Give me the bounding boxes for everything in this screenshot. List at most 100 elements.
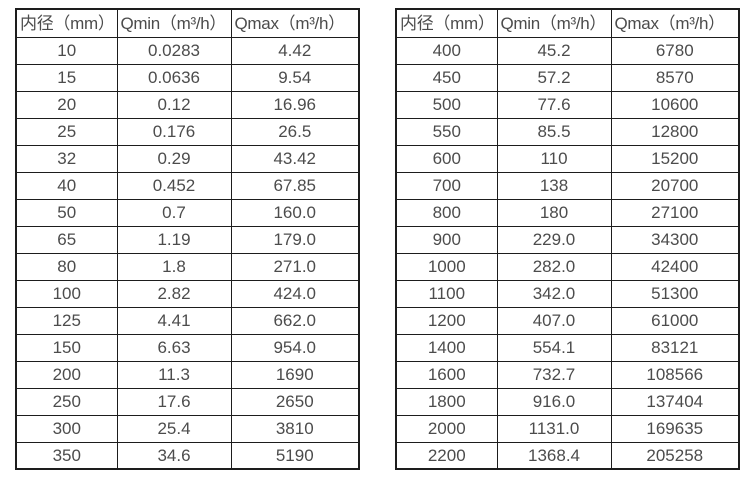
cell: 1690 <box>230 360 360 389</box>
cell: 0.0283 <box>116 36 232 65</box>
table-row: 125 4.41 662.0 <box>15 306 360 335</box>
table-row: 550 85.5 12800 <box>395 117 740 146</box>
table-row: 1200 407.0 61000 <box>395 306 740 335</box>
cell: 34300 <box>610 225 740 254</box>
cell: 0.29 <box>116 144 232 173</box>
cell: 500 <box>395 90 498 119</box>
cell: 42400 <box>610 252 740 281</box>
cell: 424.0 <box>230 279 360 308</box>
table-row: 32 0.29 43.42 <box>15 144 360 173</box>
table-row: 350 34.6 5190 <box>15 441 360 470</box>
cell: 77.6 <box>496 90 612 119</box>
cell: 1600 <box>395 360 498 389</box>
table-row: 40 0.452 67.85 <box>15 171 360 200</box>
table-body: 400 45.2 6780 450 57.2 8570 500 77.6 10600 550 85.… <box>395 36 740 470</box>
cell: 0.452 <box>116 171 232 200</box>
table-row: 500 77.6 10600 <box>395 90 740 119</box>
cell: 271.0 <box>230 252 360 281</box>
cell: 1400 <box>395 333 498 362</box>
cell: 150 <box>15 333 118 362</box>
table-row: 2200 1368.4 205258 <box>395 441 740 470</box>
cell: 34.6 <box>116 441 232 470</box>
cell: 4.41 <box>116 306 232 335</box>
cell: 5190 <box>230 441 360 470</box>
table-row: 250 17.6 2650 <box>15 387 360 416</box>
cell: 4.42 <box>230 36 360 65</box>
cell: 15200 <box>610 144 740 173</box>
cell: 916.0 <box>496 387 612 416</box>
header-row: 内径（mm） Qmin（m³/h） Qmax（m³/h） <box>395 8 740 38</box>
header-row: 内径（mm） Qmin（m³/h） Qmax（m³/h） <box>15 8 360 38</box>
table-row: 1000 282.0 42400 <box>395 252 740 281</box>
cell: 67.85 <box>230 171 360 200</box>
cell: 1800 <box>395 387 498 416</box>
column-header: Qmax（m³/h） <box>230 8 360 38</box>
cell: 407.0 <box>496 306 612 335</box>
cell: 350 <box>15 441 118 470</box>
column-header: 内径（mm） <box>395 8 498 38</box>
cell: 169635 <box>610 414 740 443</box>
cell: 50 <box>15 198 118 227</box>
cell: 25 <box>15 117 118 146</box>
table-row: 80 1.8 271.0 <box>15 252 360 281</box>
cell: 1.8 <box>116 252 232 281</box>
cell: 15 <box>15 63 118 92</box>
column-header: 内径（mm） <box>15 8 118 38</box>
cell: 20700 <box>610 171 740 200</box>
table-row: 800 180 27100 <box>395 198 740 227</box>
cell: 1368.4 <box>496 441 612 470</box>
cell: 2000 <box>395 414 498 443</box>
cell: 6.63 <box>116 333 232 362</box>
cell: 300 <box>15 414 118 443</box>
cell: 900 <box>395 225 498 254</box>
column-header: Qmin（m³/h） <box>496 8 612 38</box>
cell: 43.42 <box>230 144 360 173</box>
cell: 550 <box>395 117 498 146</box>
table-row: 100 2.82 424.0 <box>15 279 360 308</box>
table-row: 1100 342.0 51300 <box>395 279 740 308</box>
cell: 61000 <box>610 306 740 335</box>
cell: 83121 <box>610 333 740 362</box>
cell: 32 <box>15 144 118 173</box>
cell: 137404 <box>610 387 740 416</box>
cell: 6780 <box>610 36 740 65</box>
cell: 20 <box>15 90 118 119</box>
cell: 229.0 <box>496 225 612 254</box>
cell: 0.176 <box>116 117 232 146</box>
table-row: 150 6.63 954.0 <box>15 333 360 362</box>
column-header: Qmin（m³/h） <box>116 8 232 38</box>
cell: 110 <box>496 144 612 173</box>
cell: 282.0 <box>496 252 612 281</box>
cell: 138 <box>496 171 612 200</box>
cell: 40 <box>15 171 118 200</box>
cell: 250 <box>15 387 118 416</box>
table-row: 700 138 20700 <box>395 171 740 200</box>
cell: 16.96 <box>230 90 360 119</box>
cell: 1131.0 <box>496 414 612 443</box>
cell: 9.54 <box>230 63 360 92</box>
cell: 45.2 <box>496 36 612 65</box>
table-row: 1400 554.1 83121 <box>395 333 740 362</box>
cell: 100 <box>15 279 118 308</box>
cell: 8570 <box>610 63 740 92</box>
cell: 200 <box>15 360 118 389</box>
cell: 450 <box>395 63 498 92</box>
cell: 25.4 <box>116 414 232 443</box>
cell: 85.5 <box>496 117 612 146</box>
cell: 2200 <box>395 441 498 470</box>
table-row: 450 57.2 8570 <box>395 63 740 92</box>
table-row: 1800 916.0 137404 <box>395 387 740 416</box>
cell: 1000 <box>395 252 498 281</box>
table-row: 10 0.0283 4.42 <box>15 36 360 65</box>
cell: 0.7 <box>116 198 232 227</box>
cell: 732.7 <box>496 360 612 389</box>
cell: 2.82 <box>116 279 232 308</box>
table-row: 300 25.4 3810 <box>15 414 360 443</box>
cell: 1100 <box>395 279 498 308</box>
cell: 600 <box>395 144 498 173</box>
cell: 17.6 <box>116 387 232 416</box>
cell: 11.3 <box>116 360 232 389</box>
table-row: 1600 732.7 108566 <box>395 360 740 389</box>
table-row: 2000 1131.0 169635 <box>395 414 740 443</box>
cell: 27100 <box>610 198 740 227</box>
